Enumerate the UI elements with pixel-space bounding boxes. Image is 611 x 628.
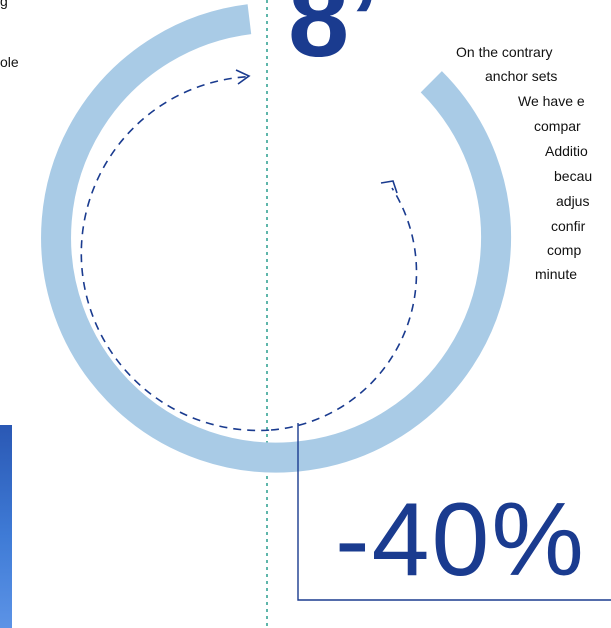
dashed-arrow-left xyxy=(80,76,272,432)
right-text-line: minute xyxy=(535,266,578,282)
right-text-line: On the contrary xyxy=(456,44,553,60)
right-text-line: confir xyxy=(551,218,586,234)
right-text-line: compar xyxy=(534,118,581,134)
right-text-block: On the contrary anchor sets We have e co… xyxy=(430,42,611,402)
top-left-text: g xyxy=(0,0,8,9)
right-text-line: adjus xyxy=(556,193,590,209)
blue-image-panel xyxy=(0,425,12,628)
right-text-line: We have e xyxy=(518,93,585,109)
arrowhead-left xyxy=(235,69,251,85)
dashed-arrow-right xyxy=(270,187,418,431)
stat-bracket xyxy=(297,423,611,601)
progress-ring xyxy=(41,4,512,473)
right-text-line: comp xyxy=(547,242,582,258)
arrowhead-right xyxy=(380,180,398,194)
right-text-line: becau xyxy=(554,168,593,184)
left-text-fragment: ole xyxy=(0,54,19,70)
time-stat: 8’ xyxy=(288,0,380,80)
right-text-line: anchor sets xyxy=(485,68,558,84)
reduction-stat: -40% xyxy=(335,482,586,598)
right-text-line: Additio xyxy=(545,143,588,159)
